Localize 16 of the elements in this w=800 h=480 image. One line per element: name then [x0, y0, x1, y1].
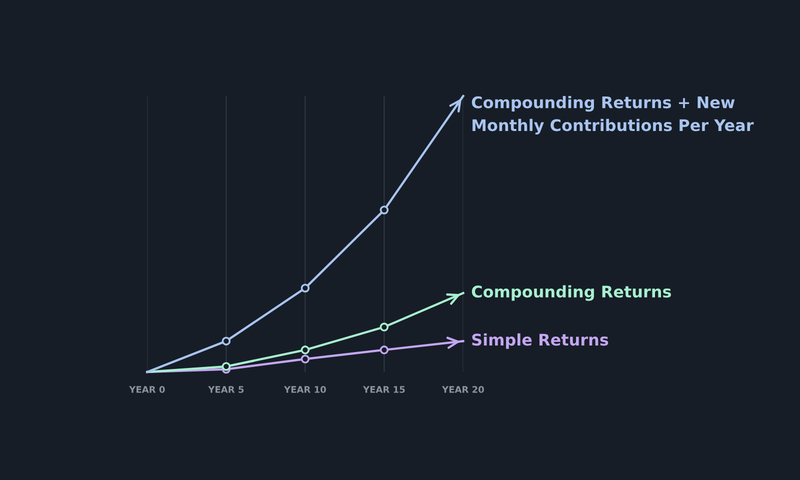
legend-label: Compounding Returns + New Monthly Contributions Per Year: [472, 96, 754, 134]
x-tick-label: YEAR 5: [208, 386, 244, 393]
point: [380, 322, 389, 332]
x-tick-label: YEAR 15: [362, 386, 405, 393]
x-tick-label: YEAR 20: [442, 386, 484, 393]
legend-label: Compounding Returns: [472, 285, 671, 301]
point: [300, 354, 310, 364]
point: [222, 362, 231, 371]
point: [300, 284, 310, 292]
point: [380, 346, 389, 354]
point: [380, 206, 389, 214]
legend-label: Simple Returns: [472, 333, 608, 349]
point: [300, 346, 310, 354]
point: [222, 336, 231, 346]
x-tick-label: YEAR 0: [129, 386, 165, 393]
x-tick-label: YEAR 10: [284, 386, 326, 393]
